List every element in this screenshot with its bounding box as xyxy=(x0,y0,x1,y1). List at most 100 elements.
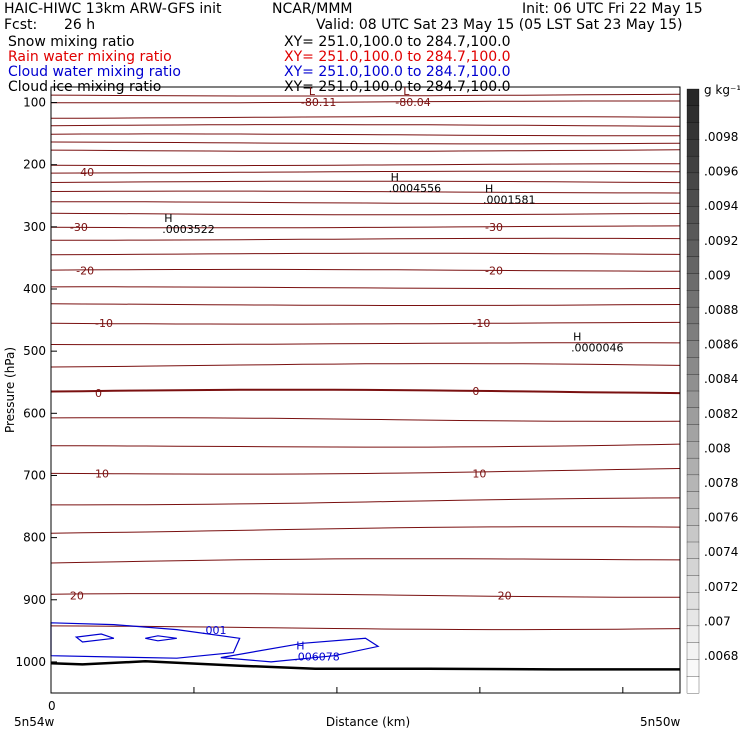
colorbar-swatch xyxy=(686,659,700,677)
cloud-water-contour-label: .001 xyxy=(202,624,227,637)
isotherm-label: -20 xyxy=(485,264,503,277)
colorbar-tick-label: .0086 xyxy=(704,338,738,352)
isotherm-label: 10 xyxy=(472,468,486,481)
colorbar: .0098 .0096 .0094 .0092 .009 .0088 .0086 .0084.… xyxy=(686,88,738,694)
colorbar-swatch xyxy=(686,390,700,409)
colorbar-tick-label: .008 xyxy=(704,441,731,455)
isotherm-line xyxy=(50,133,680,137)
isotherm-label: 0 xyxy=(95,387,102,400)
field-xy-rain: XY= 251.0,100.0 to 284.7,100.0 xyxy=(284,49,511,65)
isotherm-line xyxy=(50,388,681,395)
cloud-water-contour-outer xyxy=(50,622,241,659)
colorbar-swatch xyxy=(686,558,700,577)
colorbar-swatch xyxy=(686,575,700,593)
colorbar-swatch xyxy=(686,541,700,560)
isotherm-line xyxy=(50,163,680,167)
y-tick-label: 200 xyxy=(23,158,46,172)
extremum-value: .0000046 xyxy=(571,342,624,355)
isotherm-label: -20 xyxy=(76,264,94,277)
isotherm-label: -30 xyxy=(70,221,88,234)
colorbar-tick-label: .0088 xyxy=(704,303,738,317)
colorbar-tick-label: .007 xyxy=(704,614,731,628)
isotherm-line xyxy=(50,268,680,272)
colorbar-tick-label: .0076 xyxy=(704,511,738,525)
y-tick-label: 100 xyxy=(23,96,46,110)
colorbar-swatch xyxy=(686,441,700,459)
field-name-rain: Rain water mixing ratio xyxy=(8,49,172,65)
x-start-label: 5n54w xyxy=(14,715,55,729)
colorbar-swatch xyxy=(686,525,700,543)
colorbar-tick-label: .009 xyxy=(704,268,731,282)
colorbar-swatch xyxy=(686,105,700,124)
isotherm-line xyxy=(51,497,681,506)
colorbar-swatch xyxy=(686,256,700,275)
isotherm-label: -10 xyxy=(95,317,113,330)
isotherm-line xyxy=(50,558,681,564)
extremum-value: .0001581 xyxy=(483,194,536,207)
isotherm-line xyxy=(50,225,681,229)
colorbar-swatch xyxy=(686,374,700,392)
isotherm-line xyxy=(50,342,681,346)
colorbar-swatch xyxy=(686,642,700,660)
center-label: NCAR/MMM xyxy=(272,1,353,17)
isotherm-line xyxy=(51,443,681,448)
fcst-value: 26 h xyxy=(64,17,96,33)
extremum-value: .006078 xyxy=(294,650,340,663)
colorbar-tick-label: .0068 xyxy=(704,649,738,663)
colorbar-swatch xyxy=(686,323,700,342)
colorbar-swatch xyxy=(686,139,700,157)
isotherm-line xyxy=(50,93,681,97)
isotherm-label: -40 xyxy=(76,166,94,179)
colorbar-tick-label: .0098 xyxy=(704,130,738,144)
isotherm-line xyxy=(50,124,681,127)
y-axis-label: Pressure (hPa) xyxy=(3,347,17,433)
x-tick-label: 0 xyxy=(48,699,56,713)
extremum-marker: H xyxy=(485,183,493,196)
colorbar-swatch xyxy=(686,189,700,207)
colorbar-swatch xyxy=(686,474,700,493)
y-tick-label: 700 xyxy=(23,468,46,482)
x-axis-label: Distance (km) xyxy=(326,715,410,729)
colorbar-tick-label: .0078 xyxy=(704,476,738,490)
isotherm-line xyxy=(50,303,681,306)
colorbar-swatch xyxy=(686,155,700,174)
isotherm-line xyxy=(50,321,681,325)
isotherm-line xyxy=(50,526,681,534)
extremum-marker: H xyxy=(296,639,304,652)
field-name-cloud-water: Cloud water mixing ratio xyxy=(8,64,181,80)
isotherm-label: 20 xyxy=(498,589,512,602)
isotherm-label: 0 xyxy=(472,385,479,398)
colorbar-tick-label: .0096 xyxy=(704,165,738,179)
isotherm-line xyxy=(50,100,680,104)
terrain-line xyxy=(50,660,680,671)
isotherm-line xyxy=(50,170,681,174)
cloud-water-contour-inner xyxy=(145,635,177,642)
extremum-marker: H xyxy=(573,331,581,344)
y-axis-ticks: 100 200 300 400 500 600 700 800 900 1000 xyxy=(15,96,57,669)
isotherm-line xyxy=(50,180,681,184)
colorbar-swatch xyxy=(686,239,700,258)
extremum-marker: L xyxy=(309,85,316,98)
fcst-label: Fcst: xyxy=(4,17,38,33)
extremum-marker: H xyxy=(164,212,172,225)
cloud-water-contour-east xyxy=(220,637,380,663)
isotherm-line xyxy=(50,417,681,422)
colorbar-swatch xyxy=(686,340,700,358)
isotherm-label: 20 xyxy=(70,589,84,602)
y-tick-label: 900 xyxy=(23,593,46,607)
colorbar-swatch xyxy=(686,88,700,107)
colorbar-tick-label: .0094 xyxy=(704,199,738,213)
isotherm-line xyxy=(50,149,681,152)
isotherm-line xyxy=(50,116,681,119)
isotherm-line xyxy=(50,141,681,145)
y-tick-label: 500 xyxy=(23,344,46,358)
colorbar-tick-label: .0082 xyxy=(704,407,738,421)
colorbar-swatch xyxy=(686,407,700,426)
colorbar-swatch xyxy=(686,122,700,140)
isotherm-line xyxy=(51,201,681,204)
isotherm-label: 10 xyxy=(95,468,109,481)
field-xy-snow: XY= 251.0,100.0 to 284.7,100.0 xyxy=(284,34,511,50)
field-name-snow: Snow mixing ratio xyxy=(8,34,135,50)
isotherm-line xyxy=(50,363,681,368)
